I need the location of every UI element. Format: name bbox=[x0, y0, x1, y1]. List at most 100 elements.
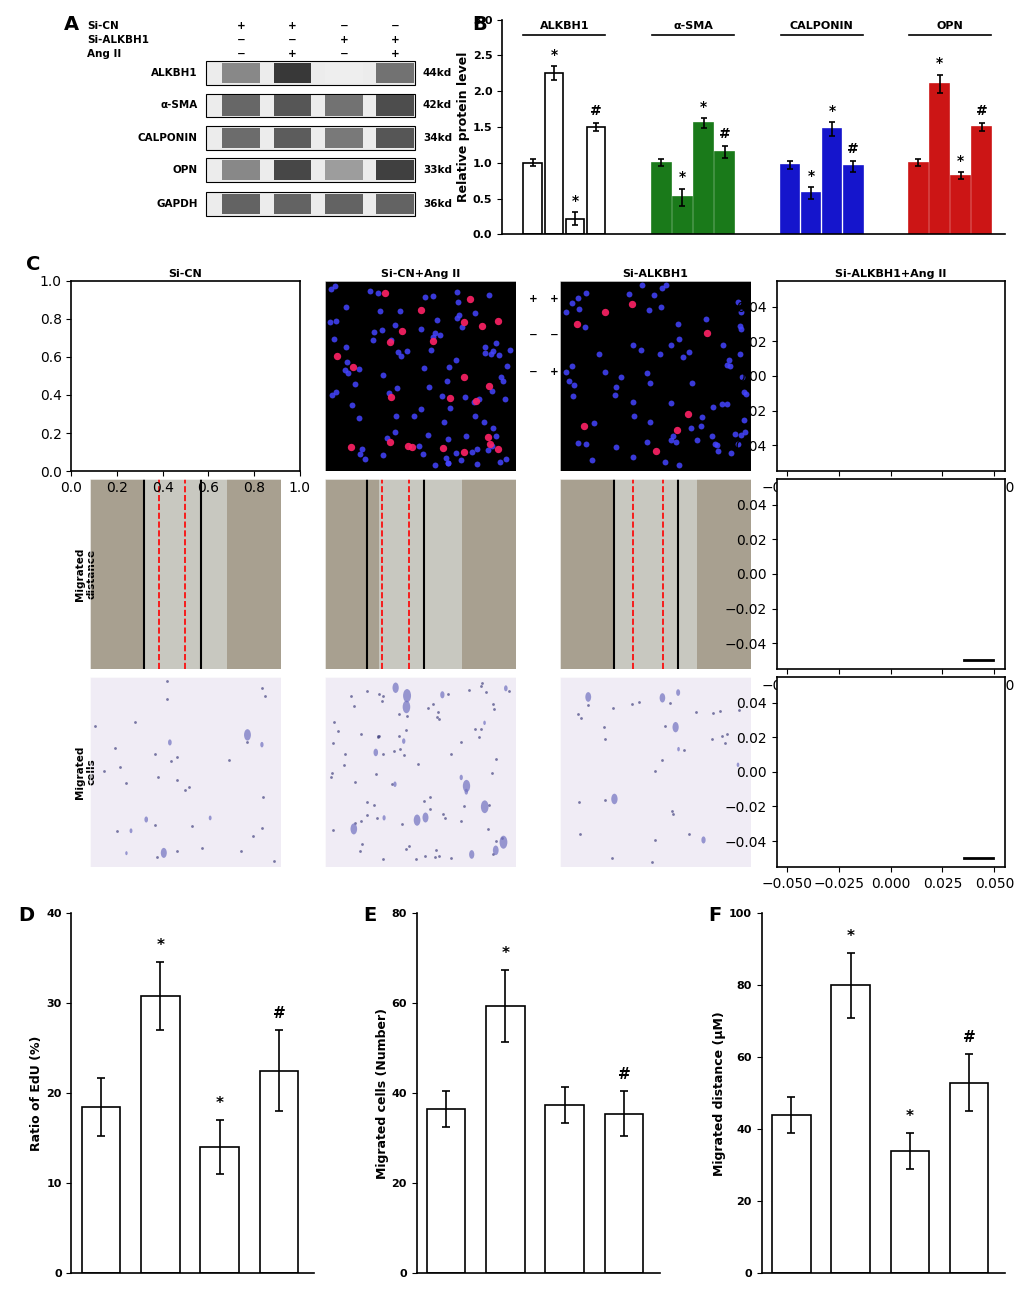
Point bbox=[865, 431, 881, 452]
Point bbox=[484, 844, 500, 865]
Point bbox=[895, 388, 911, 409]
Point bbox=[324, 820, 340, 841]
Point bbox=[381, 431, 397, 452]
Point bbox=[882, 379, 899, 400]
Point bbox=[596, 302, 612, 323]
Point bbox=[843, 342, 859, 363]
Point bbox=[842, 385, 858, 406]
Point bbox=[342, 686, 359, 707]
Point bbox=[579, 695, 595, 716]
Point bbox=[708, 435, 725, 456]
Title: Si-ALKBH1: Si-ALKBH1 bbox=[622, 269, 688, 278]
Point bbox=[795, 814, 811, 835]
Point bbox=[575, 415, 591, 436]
Point bbox=[177, 780, 194, 801]
Bar bbox=[604, 1114, 643, 1273]
Point bbox=[577, 434, 593, 454]
Point bbox=[667, 431, 684, 452]
Point bbox=[455, 795, 472, 816]
Y-axis label: Ratio of EdU (%): Ratio of EdU (%) bbox=[31, 1036, 44, 1151]
Point bbox=[133, 415, 150, 436]
Point bbox=[109, 820, 125, 841]
Point bbox=[596, 362, 612, 383]
Point bbox=[688, 701, 704, 722]
Point bbox=[233, 298, 250, 319]
Ellipse shape bbox=[403, 700, 410, 713]
Point bbox=[857, 308, 873, 329]
Point bbox=[564, 385, 580, 406]
Bar bbox=[971, 127, 990, 234]
Point bbox=[799, 776, 815, 797]
Bar bbox=[325, 195, 362, 214]
Point bbox=[573, 707, 589, 727]
Point bbox=[583, 449, 599, 470]
Point bbox=[336, 359, 353, 380]
Point bbox=[821, 411, 838, 432]
Point bbox=[483, 435, 499, 456]
Point bbox=[112, 757, 128, 778]
Point bbox=[168, 771, 184, 791]
Point bbox=[874, 398, 891, 419]
Point bbox=[176, 293, 193, 313]
Point bbox=[208, 360, 224, 381]
Point bbox=[442, 848, 459, 868]
Point bbox=[197, 404, 213, 424]
Point bbox=[688, 430, 704, 451]
Point bbox=[734, 367, 750, 388]
Text: −: − bbox=[390, 21, 399, 31]
Point bbox=[625, 406, 641, 427]
Text: +: + bbox=[236, 21, 246, 31]
Point bbox=[883, 371, 900, 392]
Point bbox=[149, 846, 165, 867]
Point bbox=[406, 405, 422, 426]
Point bbox=[467, 720, 483, 741]
Ellipse shape bbox=[483, 721, 485, 725]
Point bbox=[888, 306, 904, 326]
Point bbox=[470, 727, 486, 748]
Point bbox=[572, 824, 588, 845]
Point bbox=[346, 772, 363, 793]
Point bbox=[949, 312, 965, 333]
Bar bbox=[376, 159, 414, 180]
Bar bbox=[714, 151, 734, 234]
Point bbox=[118, 772, 135, 793]
Point bbox=[219, 413, 235, 434]
Point bbox=[87, 431, 103, 452]
Point bbox=[159, 688, 175, 709]
Point bbox=[454, 367, 471, 388]
Bar bbox=[822, 129, 841, 234]
Point bbox=[425, 285, 441, 306]
Text: *: * bbox=[550, 48, 556, 61]
Point bbox=[625, 334, 641, 355]
Point bbox=[196, 445, 212, 466]
Point bbox=[210, 393, 226, 414]
Text: ALKBH1: ALKBH1 bbox=[151, 68, 198, 78]
Point bbox=[480, 794, 496, 815]
Point bbox=[234, 367, 251, 388]
Point bbox=[388, 377, 405, 398]
Ellipse shape bbox=[610, 794, 616, 804]
Point bbox=[625, 447, 641, 468]
Ellipse shape bbox=[469, 850, 474, 859]
Point bbox=[612, 367, 629, 388]
Point bbox=[100, 317, 116, 338]
Point bbox=[718, 393, 735, 414]
Point bbox=[122, 381, 139, 402]
Point bbox=[872, 710, 889, 731]
Point bbox=[346, 374, 363, 394]
Ellipse shape bbox=[659, 693, 664, 703]
Ellipse shape bbox=[382, 815, 385, 820]
Point bbox=[485, 699, 501, 720]
Point bbox=[322, 312, 338, 333]
Point bbox=[323, 763, 339, 784]
Point bbox=[455, 387, 472, 407]
Text: −: − bbox=[826, 367, 836, 377]
Point bbox=[325, 733, 341, 754]
Point bbox=[391, 738, 408, 759]
Point bbox=[95, 410, 111, 431]
Point bbox=[795, 811, 811, 832]
Point bbox=[903, 445, 919, 466]
Ellipse shape bbox=[351, 823, 357, 835]
Text: Si-CN: Si-CN bbox=[87, 21, 119, 31]
Point bbox=[596, 717, 612, 738]
